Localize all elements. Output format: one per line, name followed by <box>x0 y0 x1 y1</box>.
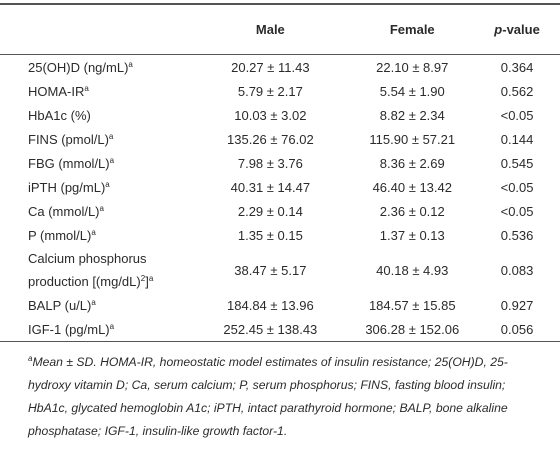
male-cell: 1.35 ± 0.15 <box>237 227 303 243</box>
female-cell: 1.37 ± 0.13 <box>379 227 445 243</box>
label-text: Calcium phosphorus production [(mg/dL) <box>28 251 147 289</box>
row-label: Calcium phosphorus production [(mg/dL)2]… <box>0 247 190 293</box>
female-cell: 46.40 ± 13.42 <box>372 179 452 195</box>
male-cell: 7.98 ± 3.76 <box>237 155 303 171</box>
header-cell <box>0 4 190 55</box>
superscript: a <box>108 131 114 141</box>
row-label: FINS (pmol/L)a <box>0 127 190 151</box>
male-cell: 184.84 ± 13.96 <box>227 297 314 313</box>
label-text: ] <box>145 274 149 289</box>
p-value-cell: 0.144 <box>500 131 534 147</box>
table-row: FINS (pmol/L)a 135.26 ± 76.02 115.90 ± 57.… <box>0 127 560 151</box>
row-label: FBG (mmol/L)a <box>0 151 190 175</box>
female-cell: 5.54 ± 1.90 <box>379 83 445 99</box>
table-row: P (mmol/L)a 1.35 ± 0.15 1.37 ± 0.13 0.536 <box>0 223 560 247</box>
data-table: Male Female p-value 25(OH)D (ng/mL)a 20.2… <box>0 3 560 342</box>
p-value-cell: 0.545 <box>500 155 534 171</box>
footnote: aMean ± SD. HOMA-IR, homeostatic model e… <box>28 351 548 443</box>
male-cell: 5.79 ± 2.17 <box>237 83 303 99</box>
footnote-text: Mean ± SD. HOMA-IR, homeostatic model es… <box>28 355 508 438</box>
female-cell: 184.57 ± 15.85 <box>368 297 456 313</box>
p-value-cell: <0.05 <box>500 107 534 123</box>
table-row: BALP (u/L)a 184.84 ± 13.96 184.57 ± 15.85 0… <box>0 293 560 317</box>
superscript: a <box>148 274 154 283</box>
female-cell: 40.18 ± 4.93 <box>376 262 449 278</box>
footnote-marker: a <box>28 354 33 363</box>
superscript: a <box>99 203 104 213</box>
label-text: HOMA-IR <box>28 83 85 99</box>
table-row: IGF-1 (pg/mL)a 252.45 ± 138.43 306.28 ± 15… <box>0 317 560 342</box>
header-row: Male Female p-value <box>0 4 560 55</box>
superscript: a <box>109 155 115 165</box>
female-cell: 306.28 ± 152.06 <box>365 321 460 337</box>
male-cell: 252.45 ± 138.43 <box>223 321 318 337</box>
superscript: a <box>84 83 89 93</box>
row-label: 25(OH)D (ng/mL)a <box>0 55 190 80</box>
male-cell: 20.27 ± 11.43 <box>231 59 310 75</box>
p-value-cell: 0.083 <box>500 262 534 278</box>
label-text: 25(OH)D (ng/mL) <box>28 59 129 75</box>
male-cell: 40.31 ± 14.47 <box>230 179 311 195</box>
superscript: a <box>91 227 96 237</box>
header-cell: Male <box>255 22 285 37</box>
table-row: Calcium phosphorus production [(mg/dL)2]… <box>0 247 560 293</box>
row-label: HbA1c (%) <box>0 103 190 127</box>
p-value-cell: 0.364 <box>500 59 534 75</box>
table-row: FBG (mmol/L)a 7.98 ± 3.76 8.36 ± 2.69 0.545 <box>0 151 560 175</box>
header-cell: Female <box>389 22 435 37</box>
female-cell: 22.10 ± 8.97 <box>376 59 449 75</box>
superscript: a <box>105 179 110 189</box>
header-cell: p-value <box>474 4 560 55</box>
row-label: P (mmol/L)a <box>0 223 190 247</box>
label-text: FBG (mmol/L) <box>28 155 110 171</box>
p-value-cell: <0.05 <box>500 203 534 219</box>
table-row: 25(OH)D (ng/mL)a 20.27 ± 11.43 22.10 ± 8.9… <box>0 55 560 80</box>
row-label: HOMA-IRa <box>0 79 190 103</box>
p-value-cell: <0.05 <box>500 179 534 195</box>
row-label: BALP (u/L)a <box>0 293 190 317</box>
superscript: a <box>91 297 96 307</box>
label-text: HbA1c (%) <box>28 107 91 123</box>
table-row: HbA1c (%) 10.03 ± 3.02 8.82 ± 2.34 <0.05 <box>0 103 560 127</box>
female-cell: 2.36 ± 0.12 <box>379 203 445 219</box>
female-cell: 8.36 ± 2.69 <box>379 155 445 171</box>
superscript: a <box>109 321 115 331</box>
row-label: Ca (mmol/L)a <box>0 199 190 223</box>
table-row: HOMA-IRa 5.79 ± 2.17 5.54 ± 1.90 0.562 <box>0 79 560 103</box>
table-row: iPTH (pg/mL)a 40.31 ± 14.47 46.40 ± 13.42 <… <box>0 175 560 199</box>
header-text: -value <box>502 22 540 37</box>
row-label: iPTH (pg/mL)a <box>0 175 190 199</box>
label-text: Ca (mmol/L) <box>28 203 100 219</box>
superscript: 2 <box>140 274 146 283</box>
label-text: iPTH (pg/mL) <box>28 179 106 195</box>
female-cell: 115.90 ± 57.21 <box>369 131 456 147</box>
p-value-cell: 0.927 <box>500 297 534 313</box>
female-cell: 8.82 ± 2.34 <box>379 107 445 123</box>
superscript: a <box>128 59 133 69</box>
p-value-cell: 0.056 <box>500 321 534 337</box>
male-cell: 10.03 ± 3.02 <box>234 107 307 123</box>
p-value-cell: 0.536 <box>500 227 534 243</box>
table-row: Ca (mmol/L)a 2.29 ± 0.14 2.36 ± 0.12 <0.05 <box>0 199 560 223</box>
row-label: IGF-1 (pg/mL)a <box>0 317 190 342</box>
male-cell: 135.26 ± 76.02 <box>227 131 314 147</box>
label-text: IGF-1 (pg/mL) <box>28 321 110 337</box>
male-cell: 2.29 ± 0.14 <box>237 203 303 219</box>
header-text: p <box>494 22 503 37</box>
p-value-cell: 0.562 <box>500 83 534 99</box>
label-text: P (mmol/L) <box>28 227 92 243</box>
label-text: FINS (pmol/L) <box>28 131 109 147</box>
label-text: BALP (u/L) <box>28 297 92 313</box>
table-body: 25(OH)D (ng/mL)a 20.27 ± 11.43 22.10 ± 8.9… <box>0 55 560 342</box>
male-cell: 38.47 ± 5.17 <box>234 262 307 278</box>
